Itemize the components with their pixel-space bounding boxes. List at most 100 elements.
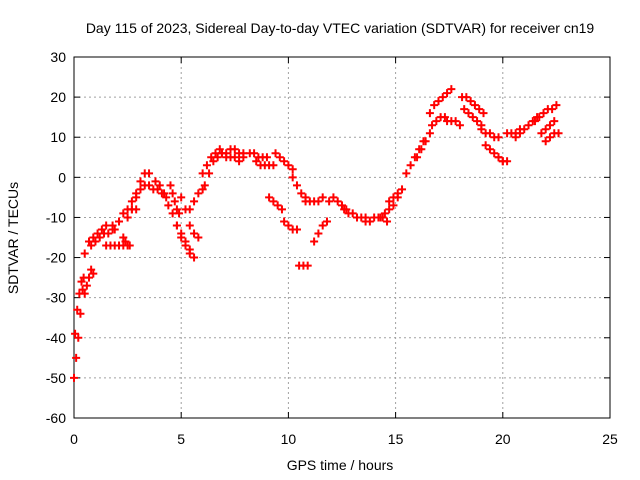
points-layer [70, 85, 563, 382]
data-point [73, 305, 82, 314]
data-point [462, 93, 471, 102]
data-point [205, 169, 214, 178]
data-point [71, 329, 80, 338]
data-point [447, 85, 456, 94]
data-point [443, 89, 452, 98]
data-point [329, 193, 338, 202]
data-point [91, 237, 100, 246]
series-o [172, 221, 199, 262]
data-point [155, 181, 164, 190]
data-point [389, 201, 398, 210]
data-point [413, 153, 422, 162]
data-point [545, 121, 554, 130]
y-tick-label: 20 [50, 89, 66, 105]
series-m [166, 181, 184, 218]
data-point [348, 209, 357, 218]
data-point [383, 217, 392, 226]
data-point [421, 137, 430, 146]
series-ai [385, 185, 407, 206]
data-point [230, 153, 239, 162]
data-point [162, 193, 171, 202]
data-point [78, 285, 87, 294]
series-a [70, 285, 87, 382]
data-point [89, 269, 98, 278]
data-point [470, 101, 479, 110]
data-point [428, 121, 437, 130]
data-point [271, 149, 280, 158]
data-point [280, 157, 289, 166]
data-point [77, 277, 86, 286]
data-point [85, 273, 94, 282]
data-point [280, 217, 289, 226]
data-point [177, 193, 186, 202]
x-tick-label: 15 [388, 431, 404, 447]
data-point [385, 205, 394, 214]
data-point [145, 181, 154, 190]
series-ah [376, 193, 402, 222]
data-point [265, 193, 274, 202]
series-al [425, 85, 456, 118]
data-point [473, 117, 482, 126]
data-point [194, 233, 203, 242]
data-point [425, 109, 434, 118]
y-tick-label: 10 [50, 129, 66, 145]
data-point [515, 129, 524, 138]
data-point [170, 197, 179, 206]
data-point [277, 205, 286, 214]
data-point [168, 189, 177, 198]
data-point [269, 161, 278, 170]
data-point [235, 157, 244, 166]
data-point [340, 205, 349, 214]
data-point [288, 165, 297, 174]
data-point [74, 333, 83, 342]
series-f [102, 241, 128, 250]
data-point [451, 117, 460, 126]
data-point [153, 185, 162, 194]
data-point [535, 113, 544, 122]
y-tick-label: -30 [46, 290, 66, 306]
data-point [151, 177, 160, 186]
y-axis-title: SDTVAR / TECUs [5, 182, 21, 294]
series-an [443, 117, 464, 130]
data-point [475, 105, 484, 114]
x-tick-label: 25 [602, 431, 618, 447]
data-point [537, 129, 546, 138]
y-tick-label: -10 [46, 209, 66, 225]
data-point [292, 225, 301, 234]
data-point [284, 221, 293, 230]
data-point [202, 161, 211, 170]
series-v [245, 149, 271, 162]
series-ad [310, 217, 331, 246]
data-point [301, 193, 310, 202]
data-point [511, 133, 520, 142]
data-point [481, 141, 490, 150]
data-point [250, 149, 259, 158]
data-point [190, 229, 199, 238]
data-point [269, 197, 278, 206]
data-point [160, 189, 169, 198]
series-j [127, 169, 154, 206]
data-point [485, 129, 494, 138]
data-point [554, 129, 563, 138]
series-ab [295, 261, 312, 270]
data-point [82, 281, 91, 290]
data-point [80, 289, 89, 298]
data-point [262, 153, 271, 162]
series-ap [460, 105, 486, 130]
data-point [252, 157, 261, 166]
data-point [177, 233, 186, 242]
series-c [80, 265, 98, 298]
data-point [284, 161, 293, 170]
plot-frame [73, 56, 611, 419]
data-point [172, 221, 181, 230]
series-ac [301, 193, 327, 206]
data-point [168, 209, 177, 218]
data-point [376, 213, 385, 222]
x-tick-label: 5 [177, 431, 185, 447]
data-point [385, 197, 394, 206]
series-q [185, 185, 207, 214]
data-point [115, 217, 124, 226]
data-point [434, 97, 443, 106]
data-point [185, 221, 194, 230]
